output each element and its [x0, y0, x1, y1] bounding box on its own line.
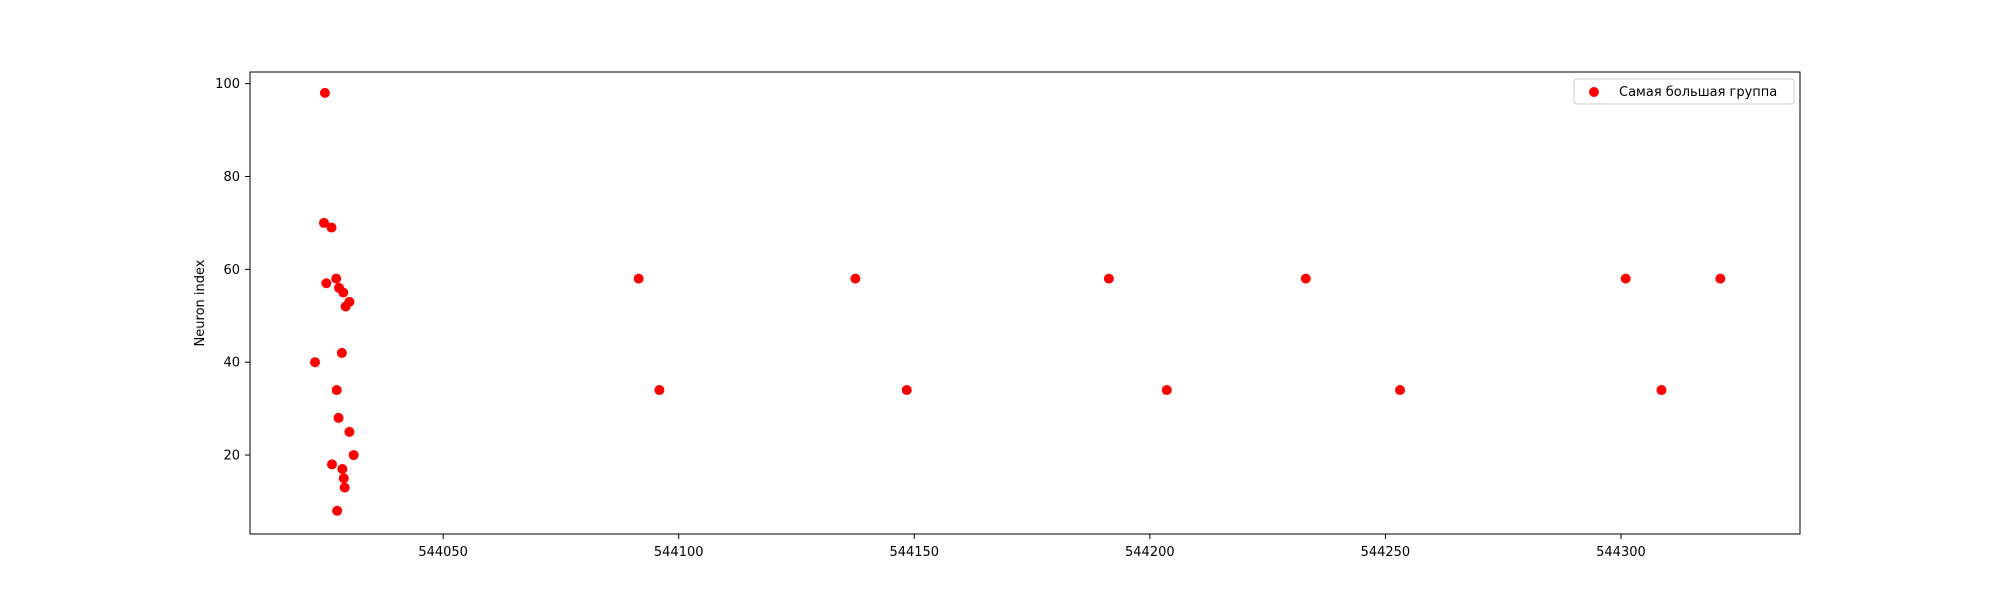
data-point	[319, 87, 330, 98]
y-tick-label: 60	[223, 263, 240, 278]
data-point	[326, 459, 337, 470]
data-point	[331, 385, 342, 396]
data-point	[901, 385, 912, 396]
data-point	[321, 278, 332, 289]
data-point	[337, 463, 348, 474]
legend-label: Самая большая группа	[1619, 85, 1777, 100]
y-tick-label: 20	[223, 449, 240, 464]
data-point	[333, 412, 344, 423]
y-tick-label: 40	[223, 356, 240, 371]
x-tick-label: 544150	[889, 545, 939, 560]
data-point	[344, 296, 355, 307]
x-tick-label: 544200	[1125, 545, 1175, 560]
data-point	[310, 357, 321, 368]
data-point	[348, 450, 359, 461]
x-tick-label: 544100	[654, 545, 704, 560]
x-tick-label: 544250	[1361, 545, 1411, 560]
data-points	[310, 87, 1726, 516]
data-point	[1300, 273, 1311, 284]
data-point	[1161, 385, 1172, 396]
data-point	[1620, 273, 1631, 284]
y-axis-ticks: 20 40 60 80 100	[215, 77, 250, 464]
data-point	[338, 473, 349, 484]
data-point	[318, 217, 329, 228]
legend-marker	[1589, 87, 1599, 97]
y-tick-label: 80	[223, 170, 240, 185]
x-axis-ticks: 544050 544100 544150 544200 544250 544300	[418, 534, 1646, 560]
data-point	[1656, 385, 1667, 396]
y-tick-label: 100	[215, 77, 240, 92]
data-point	[326, 222, 337, 233]
legend: Самая большая группа	[1573, 78, 1795, 105]
x-tick-label: 544050	[418, 545, 468, 560]
data-point	[338, 287, 349, 298]
x-tick-label: 544300	[1596, 545, 1646, 560]
data-point	[1103, 273, 1114, 284]
data-point	[633, 273, 644, 284]
y-axis-label: Neuron index	[193, 259, 208, 346]
plot-area	[250, 72, 1800, 534]
data-point	[1715, 273, 1726, 284]
data-point	[336, 347, 347, 358]
data-point	[654, 385, 665, 396]
data-point	[332, 505, 343, 516]
data-point	[331, 273, 342, 284]
data-point	[344, 426, 355, 437]
data-point	[339, 482, 350, 493]
plot-frame	[249, 71, 1801, 535]
data-point	[850, 273, 861, 284]
data-point	[1395, 385, 1406, 396]
legend-box	[1573, 78, 1795, 105]
